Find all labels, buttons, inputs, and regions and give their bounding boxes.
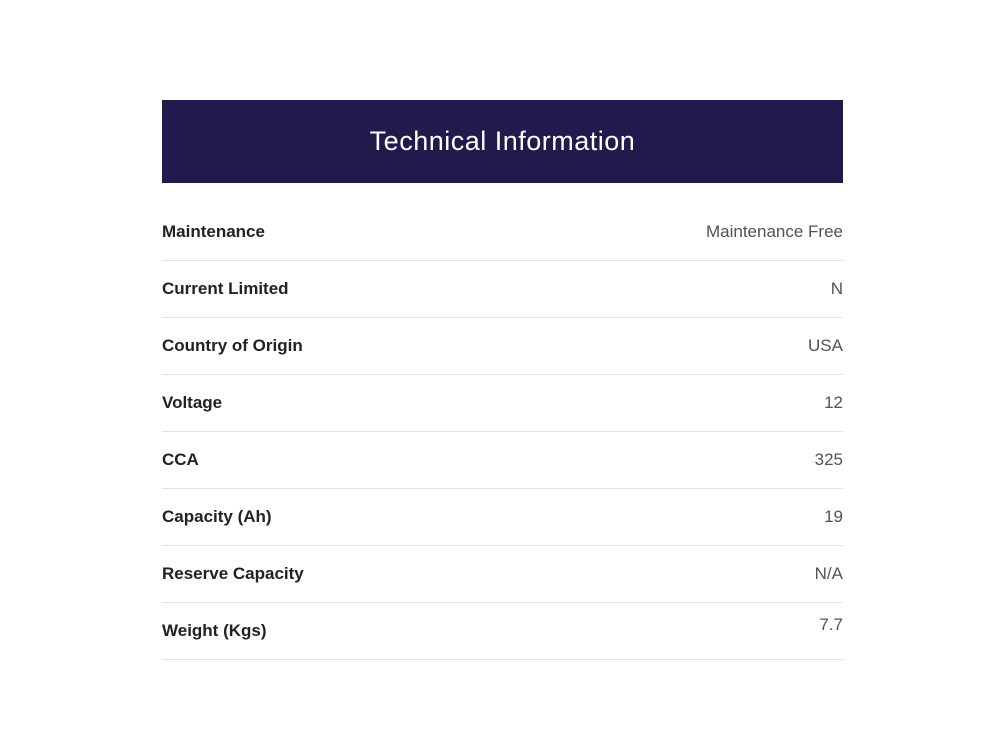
- table-row: CCA 325: [162, 432, 843, 489]
- table-row: Current Limited N: [162, 261, 843, 318]
- row-value: N/A: [814, 564, 843, 583]
- section-title: Technical Information: [369, 126, 636, 156]
- technical-information-section: Technical Information Maintenance Mainten…: [162, 100, 843, 660]
- row-value: USA: [808, 336, 843, 355]
- row-label: Weight (Kgs): [162, 621, 267, 640]
- row-value: 19: [824, 507, 843, 526]
- table-row: Country of Origin USA: [162, 318, 843, 375]
- row-label: Current Limited: [162, 279, 289, 298]
- table-row: Capacity (Ah) 19: [162, 489, 843, 546]
- row-label: Voltage: [162, 393, 223, 412]
- table-row: Maintenance Maintenance Free: [162, 204, 843, 261]
- row-value: 7.7: [819, 615, 843, 634]
- row-label: Maintenance: [162, 222, 265, 241]
- row-value: 12: [824, 393, 843, 412]
- table-row: Reserve Capacity N/A: [162, 546, 843, 603]
- spec-table: Maintenance Maintenance Free Current Limit…: [162, 204, 843, 660]
- row-value: N: [830, 279, 843, 298]
- row-label: Reserve Capacity: [162, 564, 304, 583]
- table-row: Voltage 12: [162, 375, 843, 432]
- section-header: Technical Information: [162, 100, 843, 183]
- row-value: Maintenance Free: [705, 222, 843, 241]
- row-label: CCA: [162, 450, 199, 469]
- row-label: Country of Origin: [162, 336, 303, 355]
- row-value: 325: [814, 450, 843, 469]
- table-row: Weight (Kgs) 7.7: [162, 603, 843, 660]
- row-label: Capacity (Ah): [162, 507, 272, 526]
